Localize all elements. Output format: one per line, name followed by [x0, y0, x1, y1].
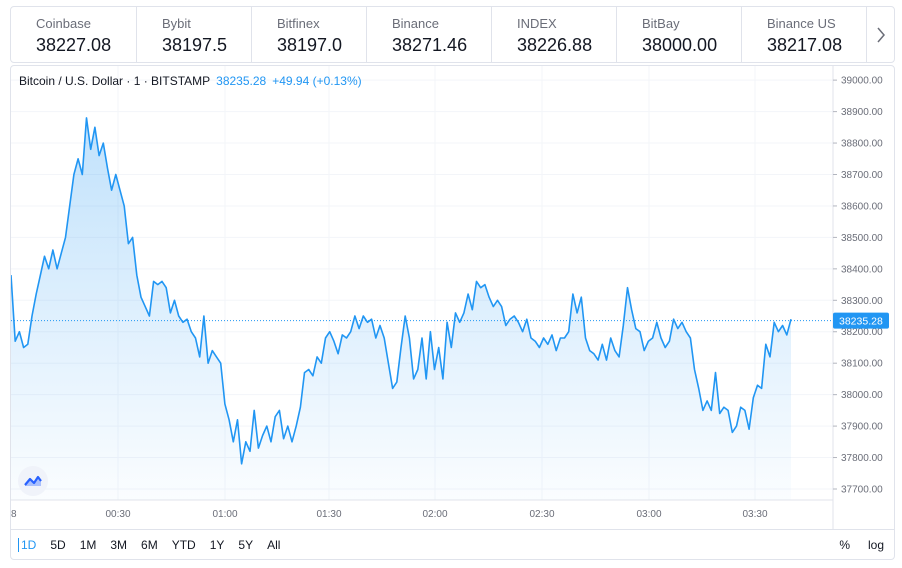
ticker-price: 38197.5 — [162, 35, 228, 55]
range-6m[interactable]: 6M — [141, 538, 158, 552]
exchange-ticker-bar: Coinbase 38227.08 Bybit 38197.5 Bitfinex… — [10, 6, 895, 63]
last-price-label: 38235.28 — [833, 312, 889, 329]
ticker-name: Coinbase — [36, 16, 91, 31]
ticker-price: 38227.08 — [36, 35, 112, 55]
ticker-name: Binance US — [767, 16, 836, 31]
time-axis[interactable]: 8 00:30 01:00 01:30 02:00 02:30 03:00 03:30 — [11, 509, 768, 520]
scale-controls: % log — [839, 538, 884, 552]
y-tick-label: 38200.00 — [841, 327, 883, 338]
ticker-price: 38197.0 — [277, 35, 343, 55]
y-tick-label: 39000.00 — [841, 76, 883, 87]
ticker-coinbase[interactable]: Coinbase 38227.08 — [11, 7, 137, 62]
tradingview-logo[interactable] — [18, 466, 48, 496]
ticker-name: Bybit — [162, 16, 191, 31]
legend-price: 38235.28 — [216, 74, 267, 88]
x-tick-label: 02:30 — [529, 509, 554, 520]
y-tick-label: 38400.00 — [841, 264, 883, 275]
range-selector-bar: 1D 5D 1M 3M 6M YTD 1Y 5Y All % log — [11, 529, 894, 559]
price-axis[interactable]: 39000.00 38900.00 38800.00 38700.00 38600.00… — [833, 76, 883, 496]
ticker-bitbay[interactable]: BitBay 38000.00 — [617, 7, 742, 62]
x-tick-label: 8 — [11, 509, 17, 520]
percent-scale-toggle[interactable]: % — [839, 538, 850, 552]
ticker-bitfinex[interactable]: Bitfinex 38197.0 — [252, 7, 367, 62]
price-chart[interactable]: 39000.00 38900.00 38800.00 38700.00 38600.00… — [11, 66, 894, 529]
ticker-bybit[interactable]: Bybit 38197.5 — [137, 7, 252, 62]
symbol-title: Bitcoin / U.S. Dollar · 1 · BITSTAMP — [19, 74, 211, 88]
y-tick-label: 37700.00 — [841, 484, 883, 495]
x-tick-label: 03:00 — [636, 509, 661, 520]
y-tick-label: 38700.00 — [841, 170, 883, 181]
y-tick-label: 38000.00 — [841, 390, 883, 401]
range-ytd[interactable]: YTD — [171, 538, 196, 552]
range-5y[interactable]: 5Y — [238, 538, 254, 552]
ticker-name: Binance — [392, 16, 439, 31]
ticker-price: 38217.08 — [767, 35, 843, 55]
range-all[interactable]: All — [267, 538, 281, 552]
ticker-index[interactable]: INDEX 38226.88 — [492, 7, 617, 62]
y-tick-label: 38800.00 — [841, 139, 883, 150]
range-5d[interactable]: 5D — [50, 538, 66, 552]
range-1m[interactable]: 1M — [79, 538, 97, 552]
ticker-price: 38226.88 — [517, 35, 593, 55]
price-area-fill — [11, 117, 791, 501]
last-price-value: 38235.28 — [839, 316, 883, 328]
ticker-binance-us[interactable]: Binance US 38217.08 — [742, 7, 867, 62]
chevron-right-icon — [876, 27, 885, 42]
range-1d[interactable]: 1D — [17, 538, 37, 552]
legend-change: +49.94 (+0.13%) — [272, 74, 362, 88]
y-tick-label: 38100.00 — [841, 359, 883, 370]
y-tick-label: 38900.00 — [841, 107, 883, 118]
chart-legend: Bitcoin / U.S. Dollar · 1 · BITSTAMP 382… — [19, 74, 362, 88]
range-3m[interactable]: 3M — [110, 538, 128, 552]
y-tick-label: 37800.00 — [841, 453, 883, 464]
y-tick-label: 38300.00 — [841, 296, 883, 307]
last-price-badge — [833, 312, 889, 329]
ticker-name: Bitfinex — [277, 16, 320, 31]
x-tick-label: 00:30 — [105, 509, 130, 520]
range-1y[interactable]: 1Y — [209, 538, 225, 552]
ticker-name: INDEX — [517, 16, 557, 31]
log-scale-toggle[interactable]: log — [867, 538, 884, 552]
price-line — [11, 117, 792, 465]
x-tick-label: 02:00 — [422, 509, 447, 520]
ticker-binance[interactable]: Binance 38271.46 — [367, 7, 492, 62]
x-tick-label: 01:00 — [212, 509, 237, 520]
chart-panel: 39000.00 38900.00 38800.00 38700.00 38600.00… — [10, 65, 895, 560]
ticker-price: 38271.46 — [392, 35, 468, 55]
ticker-name: BitBay — [642, 16, 680, 31]
y-tick-label: 38500.00 — [841, 233, 883, 244]
x-tick-label: 01:30 — [316, 509, 341, 520]
y-tick-label: 37900.00 — [841, 422, 883, 433]
x-tick-label: 03:30 — [742, 509, 767, 520]
y-tick-label: 38600.00 — [841, 201, 883, 212]
scroll-right-button[interactable] — [867, 7, 894, 62]
ticker-price: 38000.00 — [642, 35, 718, 55]
tradingview-logo-icon — [24, 475, 42, 486]
